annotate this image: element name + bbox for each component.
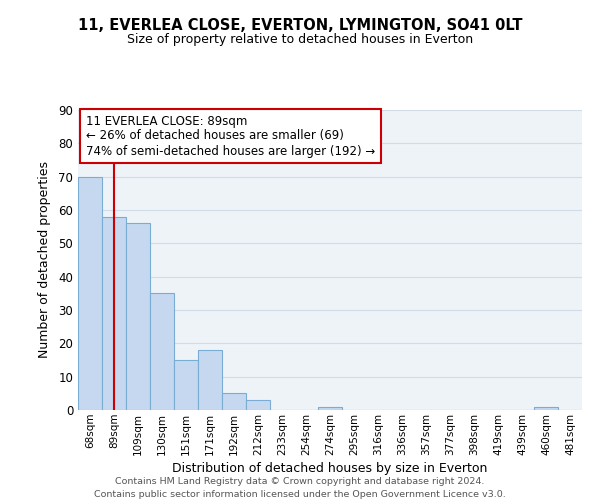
Text: Contains public sector information licensed under the Open Government Licence v3: Contains public sector information licen… bbox=[94, 490, 506, 499]
Bar bbox=[198, 350, 222, 410]
Text: 11 EVERLEA CLOSE: 89sqm
← 26% of detached houses are smaller (69)
74% of semi-de: 11 EVERLEA CLOSE: 89sqm ← 26% of detache… bbox=[86, 114, 375, 158]
Bar bbox=[126, 224, 150, 410]
Text: Contains HM Land Registry data © Crown copyright and database right 2024.: Contains HM Land Registry data © Crown c… bbox=[115, 478, 485, 486]
X-axis label: Distribution of detached houses by size in Everton: Distribution of detached houses by size … bbox=[172, 462, 488, 475]
Bar bbox=[534, 406, 558, 410]
Bar bbox=[222, 394, 246, 410]
Bar bbox=[102, 216, 126, 410]
Bar bbox=[150, 294, 174, 410]
Bar bbox=[318, 406, 342, 410]
Text: Size of property relative to detached houses in Everton: Size of property relative to detached ho… bbox=[127, 32, 473, 46]
Bar bbox=[174, 360, 198, 410]
Y-axis label: Number of detached properties: Number of detached properties bbox=[38, 162, 52, 358]
Bar bbox=[246, 400, 270, 410]
Text: 11, EVERLEA CLOSE, EVERTON, LYMINGTON, SO41 0LT: 11, EVERLEA CLOSE, EVERTON, LYMINGTON, S… bbox=[78, 18, 522, 32]
Bar bbox=[78, 176, 102, 410]
